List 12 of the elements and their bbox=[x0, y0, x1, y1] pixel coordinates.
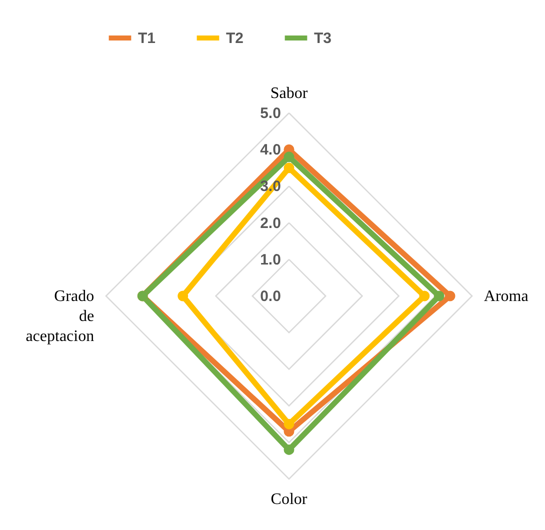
legend-label: T2 bbox=[226, 30, 244, 47]
y-tick-label: 4.0 bbox=[260, 142, 281, 159]
spoke-label: Grado de aceptacion bbox=[26, 288, 94, 345]
legend-label: T1 bbox=[138, 30, 156, 47]
y-tick-label: 2.0 bbox=[260, 214, 281, 232]
y-tick-label: 5.0 bbox=[260, 105, 281, 122]
legend-label: T3 bbox=[314, 30, 332, 47]
y-tick-label: 0.0 bbox=[260, 288, 281, 305]
spoke-label: Aroma bbox=[484, 288, 528, 305]
spoke-label: Sabor bbox=[270, 85, 308, 102]
spoke-label: Color bbox=[270, 490, 308, 508]
y-tick-label: 1.0 bbox=[260, 251, 281, 268]
